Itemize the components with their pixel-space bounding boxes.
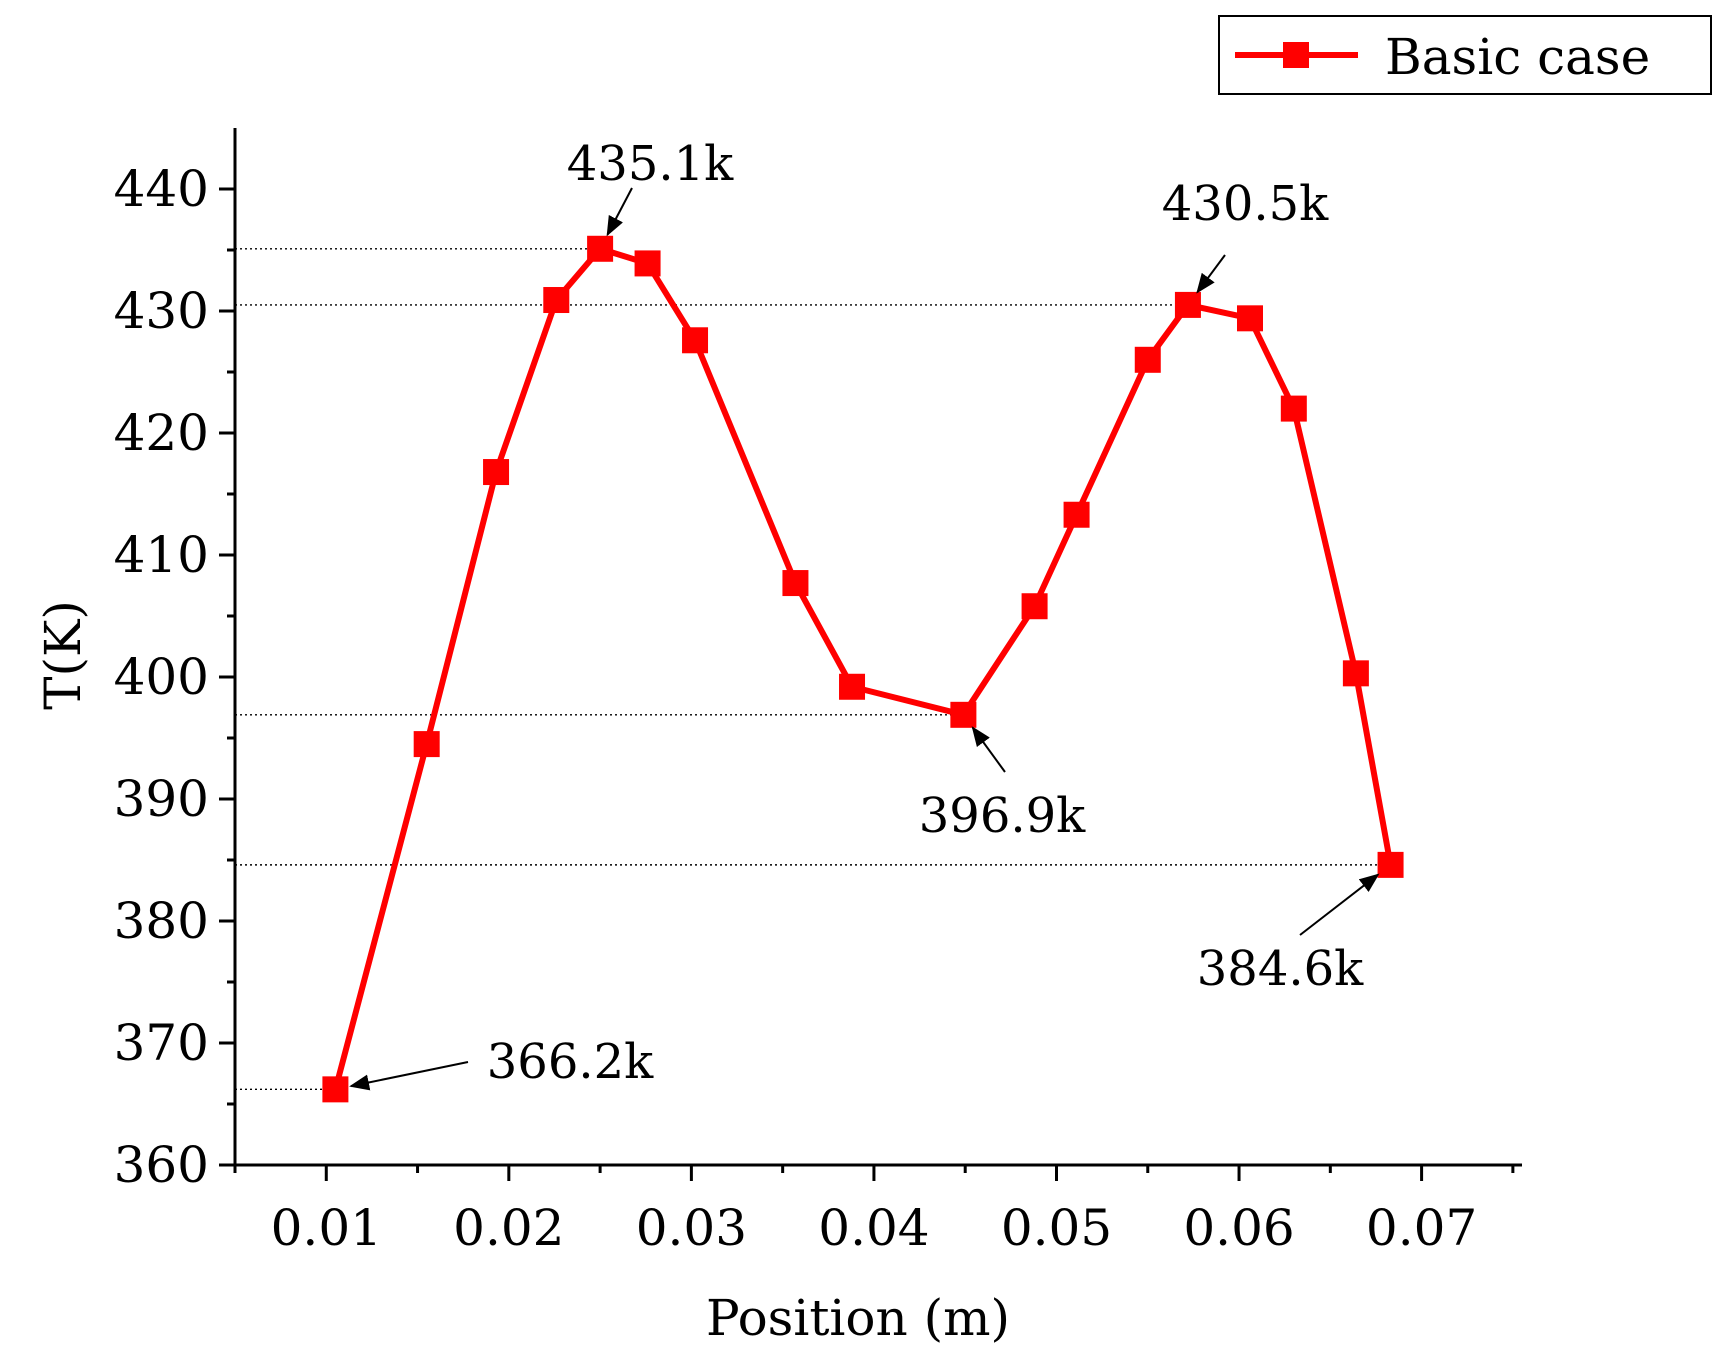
y-tick-label: 360 xyxy=(114,1136,209,1194)
data-point-marker xyxy=(634,250,661,277)
y-tick-label: 430 xyxy=(114,282,209,340)
reference-lines xyxy=(235,248,1391,1091)
annotation-arrow xyxy=(349,1061,469,1091)
x-tick-label: 0.02 xyxy=(453,1199,564,1257)
annotations: 435.1k 430.5k 396.9k 384.6k 366.2k xyxy=(349,136,1380,1091)
y-tick-label: 370 xyxy=(114,1014,209,1072)
data-point-marker xyxy=(1021,593,1048,620)
data-point-marker xyxy=(839,673,866,700)
data-point-marker xyxy=(682,327,709,354)
data-point-marker xyxy=(1134,346,1161,373)
y-tick-label: 400 xyxy=(114,648,209,706)
data-point-marker xyxy=(1280,395,1307,422)
x-axis-title: Position (m) xyxy=(706,1289,1010,1347)
axes: 360 370 380 390 400 410 420 430 440 0.01 0.02 0.03 0… xyxy=(114,128,1522,1257)
data-point-marker xyxy=(950,701,977,728)
y-tick-label: 440 xyxy=(114,160,209,218)
x-tick-label: 0.07 xyxy=(1366,1199,1477,1257)
annotation-label: 366.2k xyxy=(487,1034,654,1090)
data-point-marker xyxy=(782,570,809,597)
data-point-marker xyxy=(483,459,510,486)
annotation-label: 430.5k xyxy=(1162,176,1329,232)
y-tick-label: 420 xyxy=(114,404,209,462)
legend-label: Basic case xyxy=(1385,28,1650,86)
x-tick-label: 0.06 xyxy=(1183,1199,1294,1257)
x-tick-label: 0.05 xyxy=(1001,1199,1112,1257)
x-tick-label: 0.01 xyxy=(271,1199,382,1257)
annotation-arrow xyxy=(606,187,633,237)
data-point-marker xyxy=(543,287,570,314)
data-point-marker xyxy=(1063,501,1090,528)
data-point-marker xyxy=(1174,291,1201,318)
annotation-label: 435.1k xyxy=(567,136,734,192)
series-line xyxy=(332,245,1394,1091)
legend: Basic case xyxy=(1218,15,1712,95)
data-series xyxy=(322,235,1404,1103)
data-point-marker xyxy=(1236,305,1263,332)
data-point-marker xyxy=(1342,660,1369,687)
y-tick-label: 380 xyxy=(114,892,209,950)
annotation-label: 384.6k xyxy=(1197,941,1364,997)
y-tick-label: 390 xyxy=(114,770,209,828)
annotation-arrow xyxy=(1196,254,1226,294)
x-tick-label: 0.04 xyxy=(818,1199,929,1257)
data-point-marker xyxy=(322,1076,349,1103)
data-point-marker xyxy=(587,235,614,262)
y-axis-title: T(K) xyxy=(34,600,92,710)
annotation-arrow xyxy=(971,726,1006,773)
legend-marker-sample xyxy=(1283,42,1309,68)
annotation-label: 396.9k xyxy=(919,788,1086,844)
x-tick-label: 0.03 xyxy=(636,1199,747,1257)
y-tick-label: 410 xyxy=(114,526,209,584)
data-point-marker xyxy=(413,731,440,758)
annotation-arrow xyxy=(1299,873,1380,936)
data-point-marker xyxy=(1377,851,1404,878)
